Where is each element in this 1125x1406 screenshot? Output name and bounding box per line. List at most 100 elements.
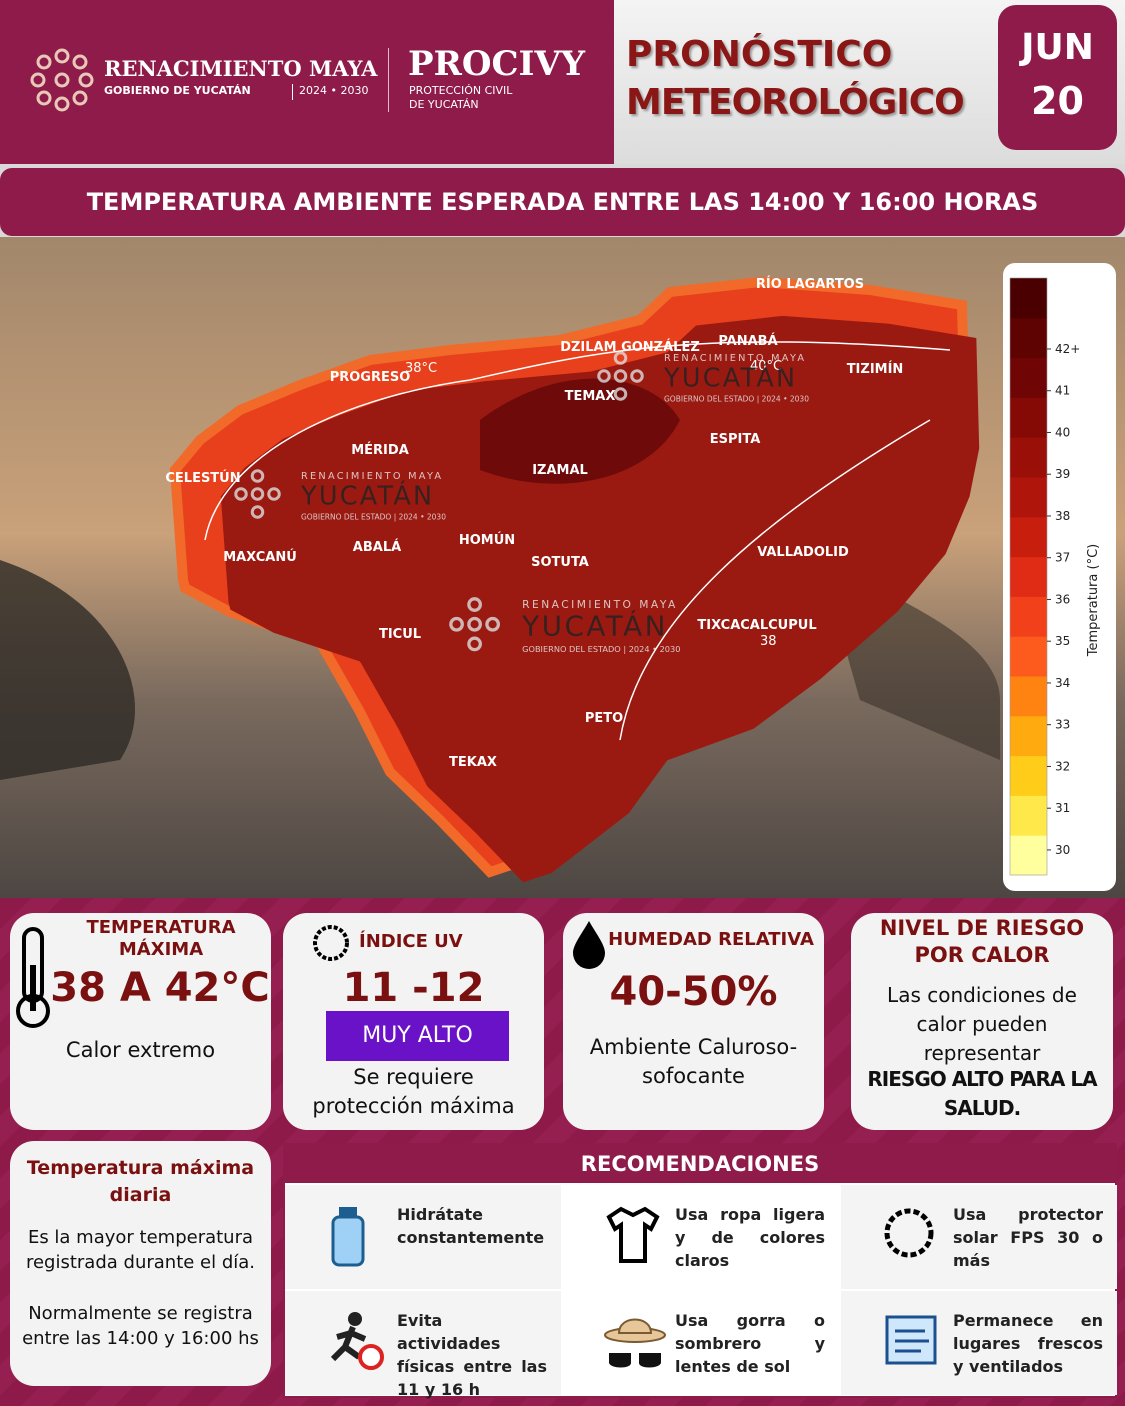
logo-dot bbox=[78, 72, 94, 88]
colorbar-tick-label: 31 bbox=[1055, 801, 1070, 815]
recommendation-icon bbox=[606, 1206, 660, 1263]
colorbar-title: Temperatura (°C) bbox=[1086, 544, 1101, 657]
thermometer-level bbox=[30, 965, 36, 1011]
watermark-dot bbox=[449, 616, 464, 632]
watermark-dot bbox=[597, 369, 611, 383]
bottle bbox=[331, 1215, 365, 1267]
watermark-top: RENACIMIENTO MAYA bbox=[301, 471, 443, 482]
state-fill bbox=[220, 315, 980, 883]
logo-dot bbox=[72, 54, 88, 70]
watermark-dot bbox=[613, 369, 628, 383]
watermark-dot bbox=[630, 369, 644, 383]
city-label: CELESTÚN bbox=[165, 470, 240, 486]
colorbar-tick-label: 39 bbox=[1055, 467, 1070, 481]
logo-dot bbox=[30, 72, 46, 88]
agency: PROCIVY bbox=[408, 44, 586, 84]
city-label: RÍO LAGARTOS bbox=[756, 276, 864, 292]
colorbar-frame bbox=[1009, 277, 1048, 876]
glasses bbox=[609, 1353, 661, 1368]
recommendations-title: RECOMENDACIONES bbox=[285, 1145, 1115, 1183]
card-uv: ÍNDICE UV 11 -12 MUY ALTO Se requiere prote… bbox=[283, 913, 544, 1130]
bottle-cap bbox=[339, 1207, 357, 1217]
watermark-dot bbox=[250, 469, 265, 483]
colorbar-tick-label: 34 bbox=[1055, 676, 1070, 690]
logo-dot bbox=[72, 90, 88, 106]
colorbar-band bbox=[1010, 556, 1047, 597]
colorbar-band bbox=[1010, 357, 1047, 398]
colorbar-band bbox=[1010, 317, 1047, 359]
watermark-name: YUCATÁN bbox=[300, 482, 434, 512]
card-humidity: HUMEDAD RELATIVA 40-50% Ambiente Caluroso-… bbox=[563, 913, 824, 1130]
city-label: TIXCACALCUPUL bbox=[697, 618, 816, 633]
card-title: HUMEDAD RELATIVA bbox=[608, 929, 814, 950]
watermark-bottom: GOBIERNO DEL ESTADO | 2024 • 2030 bbox=[664, 395, 809, 404]
watermark-top: RENACIMIENTO MAYA bbox=[522, 598, 678, 611]
land-shore bbox=[0, 560, 135, 780]
runner-head bbox=[348, 1312, 362, 1326]
recommendation: Hidrátate constantemente bbox=[285, 1185, 561, 1289]
recommendation-text: Evita actividades físicas entre las 11 y… bbox=[397, 1311, 547, 1399]
sun-body bbox=[313, 925, 349, 961]
colorbar-band bbox=[1010, 437, 1047, 478]
date-month: JUN bbox=[1021, 27, 1094, 68]
recommendation: Usa protector solar FPS 30 o más bbox=[841, 1185, 1117, 1289]
logo-dot bbox=[36, 54, 52, 70]
watermark-name: YUCATÁN bbox=[663, 364, 797, 394]
recommendation: Permanece en lugares frescos y ventilado… bbox=[841, 1291, 1117, 1395]
colorbar-tick-label: 41 bbox=[1055, 384, 1070, 398]
isotherm bbox=[619, 419, 931, 741]
card-text: Ambiente Caluroso-sofocante bbox=[589, 1035, 798, 1088]
city-label: PROGRESO bbox=[330, 370, 411, 385]
city-label: MAXCANÚ bbox=[223, 549, 297, 565]
card-text: Calor extremo bbox=[65, 1038, 216, 1062]
card-max-temp: TEMPERATURA MÁXIMA 38 A 42°C Calor extremo bbox=[10, 913, 271, 1130]
recommendation-text: Usa gorra o sombrero y lentes de sol bbox=[675, 1311, 825, 1376]
city-label: TICUL bbox=[379, 627, 421, 642]
definition-title: Temperatura máxima diaria bbox=[26, 1157, 255, 1206]
watermark-dot bbox=[234, 487, 248, 501]
watermark-dot bbox=[467, 636, 482, 652]
recommendation-icon bbox=[330, 1312, 384, 1370]
clock bbox=[358, 1344, 384, 1370]
shirt bbox=[606, 1206, 660, 1263]
city-label: PANABÁ bbox=[718, 333, 777, 349]
card-text: Se requiere protección máxima bbox=[312, 1065, 515, 1118]
runner-body bbox=[330, 1325, 367, 1362]
title-line2: METEOROLÓGICO bbox=[626, 82, 965, 123]
card-value: 38 A 42°C bbox=[50, 965, 270, 1011]
watermark-dot bbox=[250, 487, 265, 501]
card-title: NIVEL DE RIESGO POR CALOR bbox=[879, 916, 1085, 967]
brand-name: RENACIMIENTO MAYA bbox=[104, 56, 378, 81]
card-emphasis: RIESGO ALTO PARA LA SALUD. bbox=[867, 1067, 1097, 1120]
city-label: IZAMAL bbox=[532, 463, 588, 478]
map: 38°C 40°C 38 RÍO LAGARTOS PANABÁ DZILAM GONZÁ… bbox=[0, 237, 1125, 898]
drop-icon bbox=[573, 921, 605, 969]
city-label: VALLADOLID bbox=[757, 545, 849, 560]
banner: TEMPERATURA AMBIENTE ESPERADA ENTRE LAS … bbox=[0, 168, 1125, 236]
hat-crown bbox=[617, 1318, 653, 1334]
watermark-dot bbox=[250, 505, 265, 519]
recommendation-text: Permanece en lugares frescos y ventilado… bbox=[953, 1311, 1103, 1376]
card-value: 11 -12 bbox=[342, 965, 485, 1011]
colorbar-band bbox=[1010, 715, 1047, 757]
recommendation-text: Usa protector solar FPS 30 o más bbox=[953, 1205, 1103, 1270]
definition-text: Es la mayor temperatura registrada duran… bbox=[25, 1227, 256, 1273]
card-definition: Temperatura máxima diaria Es la mayor tem… bbox=[10, 1141, 271, 1386]
colorbar-tick-label: 38 bbox=[1055, 509, 1070, 523]
recommendations: RECOMENDACIONES Hidrátate constantemente U… bbox=[283, 1143, 1117, 1399]
city-label: TEKAX bbox=[449, 755, 497, 770]
recommendation: Usa gorra o sombrero y lentes de sol bbox=[563, 1291, 839, 1395]
watermark-dot bbox=[267, 487, 281, 501]
isotherm-label: 38°C bbox=[405, 361, 437, 376]
agency-sub2: DE YUCATÁN bbox=[409, 98, 479, 111]
recommendation-text: Hidrátate constantemente bbox=[397, 1205, 545, 1247]
drop-shape bbox=[573, 921, 605, 969]
watermark-dot bbox=[467, 597, 482, 612]
logo-icon bbox=[30, 48, 94, 112]
card-title: TEMPERATURA MÁXIMA bbox=[86, 917, 236, 960]
